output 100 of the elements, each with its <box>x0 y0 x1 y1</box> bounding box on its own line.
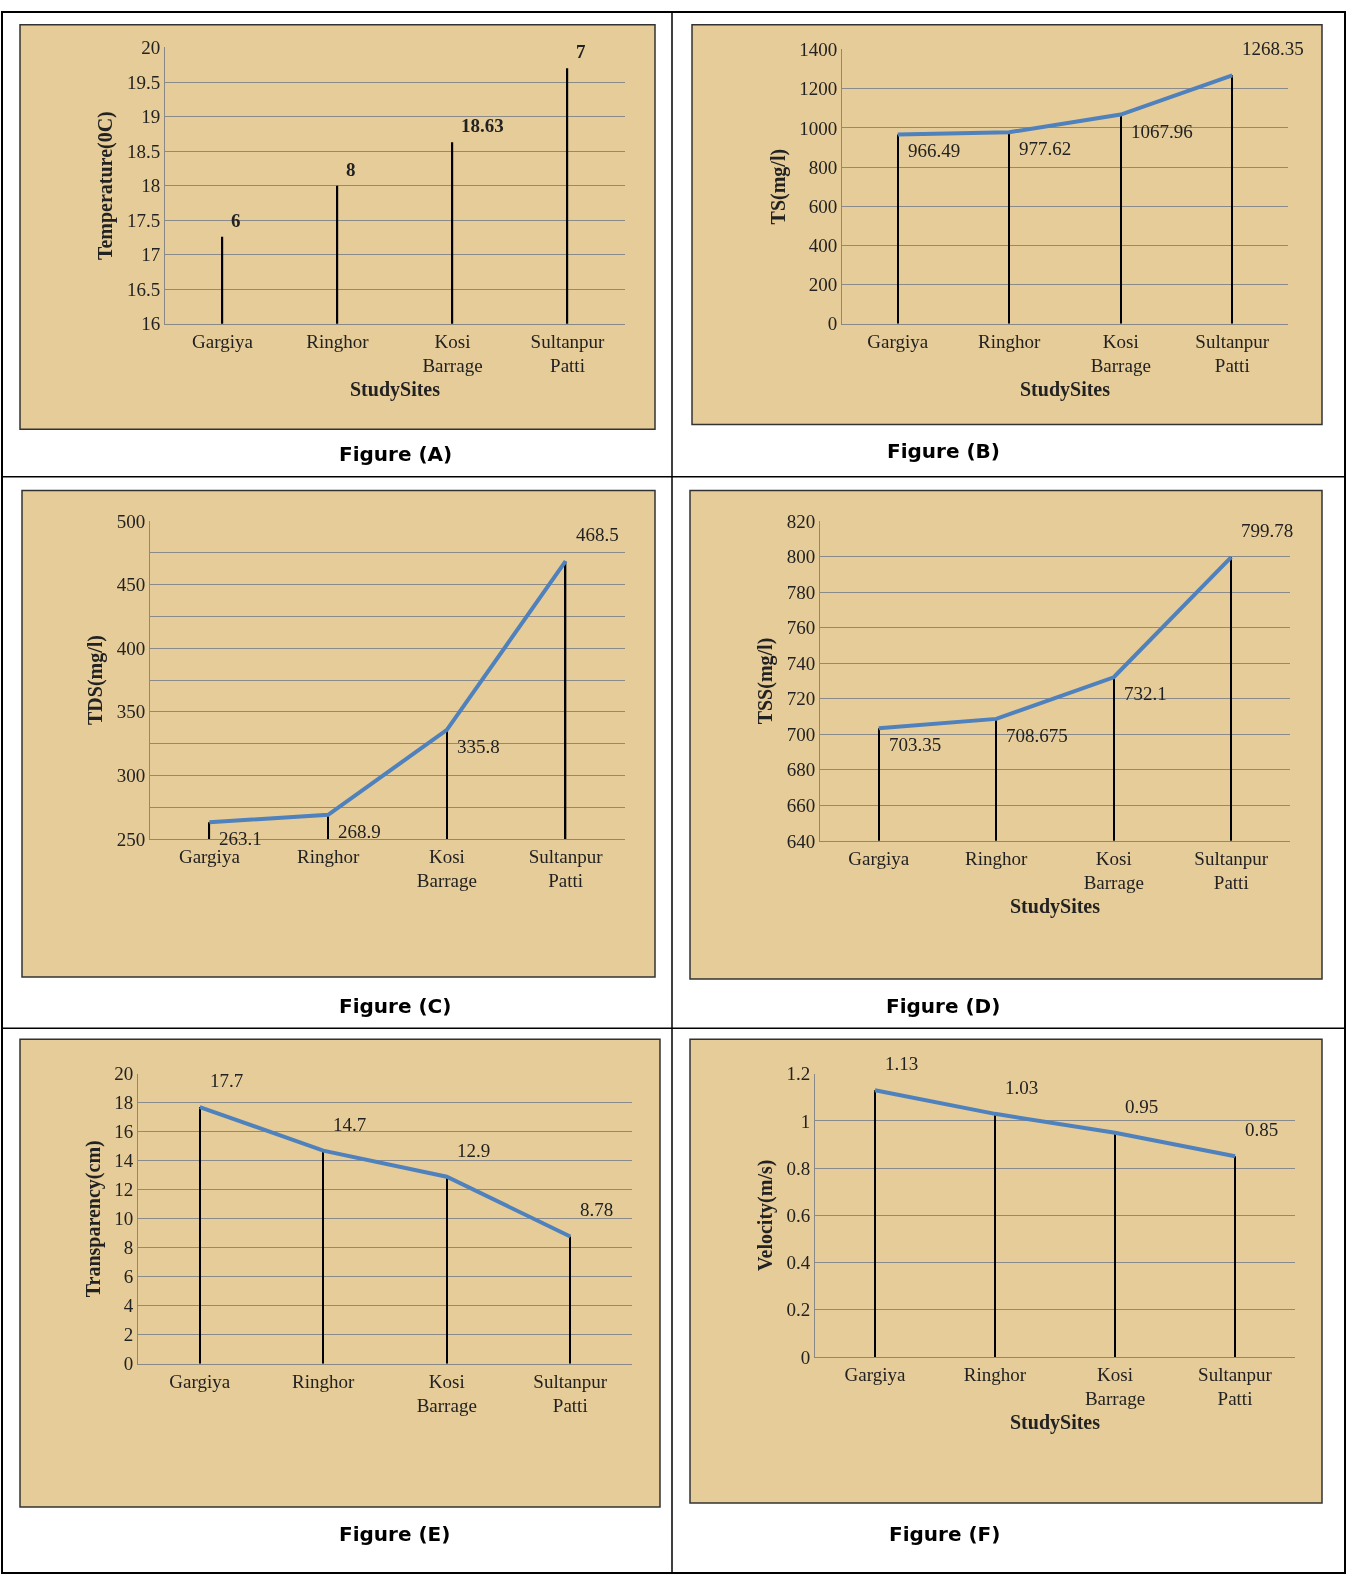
y-axis-title: TDS(mg/l) <box>84 635 108 726</box>
line-series <box>197 1105 573 1239</box>
bar <box>322 1150 324 1364</box>
bar <box>199 1107 201 1364</box>
y-tick-label: 450 <box>116 574 146 596</box>
data-label: 1.13 <box>885 1053 919 1074</box>
y-tick-label: 12 <box>114 1179 134 1201</box>
x-tick-label: Gargiya <box>169 1370 231 1392</box>
y-axis-title: TS(mg/l) <box>766 148 790 225</box>
text: Figure (C) <box>339 994 452 1018</box>
data-label: 732.1 <box>1124 683 1167 704</box>
x-tick-label: Sultanpur Patti <box>528 845 604 892</box>
y-tick-label: 740 <box>786 652 816 674</box>
x-tick-label: Gargiya <box>867 330 929 352</box>
annotation: 8 <box>346 159 356 180</box>
y-tick-label: 19 <box>141 106 161 128</box>
y-tick-label: 350 <box>116 701 146 723</box>
y-axis-title: Velocity(m/s) <box>753 1159 777 1272</box>
x-axis-title: StudySites <box>1009 894 1101 918</box>
data-label: 14.7 <box>333 1114 367 1135</box>
bar <box>897 134 899 324</box>
y-tick-label: 19.5 <box>126 71 161 93</box>
x-tick-label: Gargiya <box>844 1363 906 1385</box>
y-tick-label: 16.5 <box>126 278 161 300</box>
y-tick-label: 0 <box>123 1353 134 1375</box>
y-tick-label: 17 <box>141 244 161 266</box>
y-tick-label: 1 <box>800 1110 811 1132</box>
x-tick-label: Kosi Barrage <box>422 330 483 377</box>
y-tick-label: 640 <box>786 830 816 852</box>
x-tick-label: Kosi Barrage <box>1084 1363 1146 1410</box>
y-tick-label: 780 <box>786 581 816 603</box>
x-tick-label: Gargiya <box>848 847 910 869</box>
x-tick-label: Kosi Barrage <box>1090 330 1151 377</box>
x-tick-label: Ringhor <box>306 330 370 352</box>
text: Figure (A) <box>339 442 453 466</box>
x-tick-label: Gargiya <box>192 330 254 352</box>
bar <box>874 1090 876 1357</box>
x-tick-label: Ringhor <box>965 847 1029 869</box>
x-tick-label: Sultanpur Patti <box>1195 330 1270 377</box>
text: Figure (E) <box>339 1522 451 1546</box>
data-label: 1268.35 <box>1242 38 1304 59</box>
data-label: 0.85 <box>1245 1119 1279 1140</box>
data-label: 977.62 <box>1019 138 1072 159</box>
data-label: 708.675 <box>1006 725 1068 746</box>
y-tick-label: 6 <box>123 1266 134 1288</box>
text: Figure (B) <box>887 439 1000 463</box>
x-tick-label: Sultanpur Patti <box>1198 1363 1273 1410</box>
data-label: 1.03 <box>1005 1077 1039 1098</box>
x-tick-label: Kosi Barrage <box>1083 847 1144 894</box>
bar <box>1008 132 1010 324</box>
x-tick-label: Ringhor <box>292 1370 356 1392</box>
x-tick-label: Sultanpur Patti <box>533 1370 608 1417</box>
bar <box>1234 1156 1236 1357</box>
data-label: 1067.96 <box>1131 121 1193 142</box>
text: Figure (F) <box>889 1522 1001 1546</box>
line-series <box>876 555 1234 731</box>
y-tick-label: 680 <box>786 759 816 781</box>
y-tick-label: 16 <box>114 1121 134 1143</box>
y-tick-label: 1400 <box>799 39 838 61</box>
annotation: 6 <box>231 210 241 231</box>
data-label: 799.78 <box>1241 520 1294 541</box>
y-tick-label: 0.8 <box>786 1157 811 1179</box>
data-label: 8.78 <box>580 1199 614 1220</box>
x-axis-title: StudySites <box>1019 377 1111 401</box>
y-tick-label: 10 <box>114 1208 134 1230</box>
bar <box>446 1176 448 1364</box>
x-tick-label: Ringhor <box>296 845 360 867</box>
y-tick-label: 0.4 <box>786 1252 811 1274</box>
y-tick-label: 400 <box>808 235 838 257</box>
data-label: 335.8 <box>457 736 500 757</box>
data-label: 966.49 <box>908 140 961 161</box>
x-tick-label: Kosi Barrage <box>416 1370 477 1417</box>
y-tick-label: 700 <box>786 723 816 745</box>
y-tick-label: 760 <box>786 617 816 639</box>
y-tick-label: 400 <box>116 637 146 659</box>
text: Figure (D) <box>886 994 1001 1018</box>
bar <box>1114 1132 1116 1357</box>
y-tick-label: 18.5 <box>126 140 161 162</box>
x-axis-title: StudySites <box>349 377 441 401</box>
y-tick-label: 18 <box>114 1092 134 1114</box>
y-tick-label: 17.5 <box>126 209 161 231</box>
y-tick-label: 660 <box>786 794 816 816</box>
y-tick-label: 1200 <box>799 78 838 100</box>
y-axis-title: Temperature(0C) <box>94 111 118 261</box>
y-tick-label: 800 <box>786 546 816 568</box>
y-tick-label: 2 <box>123 1324 134 1346</box>
bar <box>994 1113 996 1357</box>
y-tick-label: 8 <box>123 1237 134 1259</box>
y-tick-label: 14 <box>114 1150 134 1172</box>
x-tick-label: Sultanpur Patti <box>1194 847 1269 894</box>
bar <box>1120 114 1122 324</box>
x-tick-label: Sultanpur Patti <box>530 330 606 377</box>
y-tick-label: 4 <box>123 1295 134 1317</box>
y-tick-label: 200 <box>808 274 838 296</box>
y-tick-label: 720 <box>786 688 816 710</box>
bar <box>1231 75 1233 324</box>
y-tick-label: 18 <box>141 175 161 197</box>
data-label: 703.35 <box>889 734 942 755</box>
data-label: 268.9 <box>338 821 381 842</box>
y-tick-label: 0.6 <box>786 1204 811 1226</box>
